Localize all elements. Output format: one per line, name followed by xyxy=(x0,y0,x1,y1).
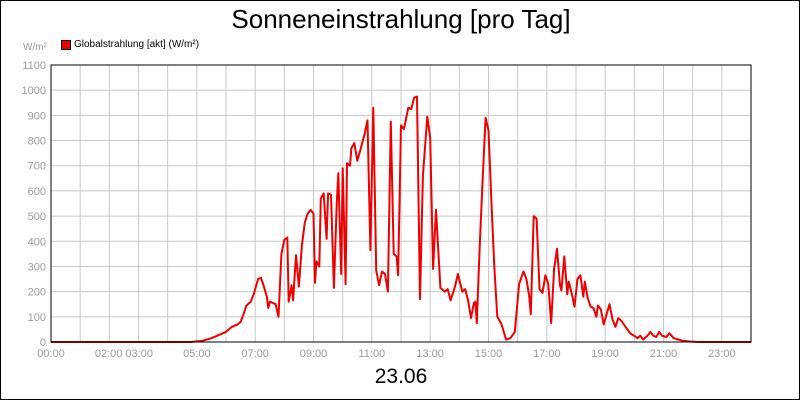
chart-title: Sonneneinstrahlung [pro Tag] xyxy=(231,4,571,34)
y-tick-label: 600 xyxy=(28,186,46,198)
y-tick-label: 900 xyxy=(28,110,46,122)
y-tick-label: 300 xyxy=(28,261,46,273)
legend-label: Globalstrahlung [akt] (W/m²) xyxy=(74,39,200,50)
y-tick-label: 1100 xyxy=(22,60,46,72)
y-tick-label: 400 xyxy=(28,236,46,248)
x-tick-label: 15:00 xyxy=(475,348,503,360)
y-tick-label: 0 xyxy=(40,337,46,349)
x-tick-label: 09:00 xyxy=(300,348,328,360)
plot-border xyxy=(50,64,752,343)
x-tick-label: 00:00 xyxy=(37,348,65,360)
x-tick-label: 13:00 xyxy=(416,348,444,360)
x-tick-label: 05:00 xyxy=(183,348,211,360)
x-tick-label: 11:00 xyxy=(358,348,385,360)
legend-swatch xyxy=(61,39,71,50)
x-tick-label: 19:00 xyxy=(591,348,619,360)
legend: Globalstrahlung [akt] (W/m²) xyxy=(61,39,199,50)
x-axis-date-label: 23.06 xyxy=(374,365,428,388)
x-tick-label: 21:00 xyxy=(650,348,678,360)
y-tick-label: 1000 xyxy=(22,85,46,97)
y-unit-label: W/m² xyxy=(23,42,47,53)
y-tick-label: 100 xyxy=(28,312,46,324)
series-line-globalstrahlung xyxy=(51,95,751,343)
y-tick-label: 200 xyxy=(28,287,46,299)
x-tick-label: 02:00 03:00 xyxy=(95,348,153,360)
x-tick-label: 07:00 xyxy=(241,348,269,360)
y-tick-label: 800 xyxy=(28,136,46,148)
x-tick-label: 23:00 xyxy=(708,348,736,360)
x-tick-label: 17:00 xyxy=(533,348,561,360)
y-tick-label: 500 xyxy=(28,211,46,223)
y-tick-label: 700 xyxy=(28,161,46,173)
